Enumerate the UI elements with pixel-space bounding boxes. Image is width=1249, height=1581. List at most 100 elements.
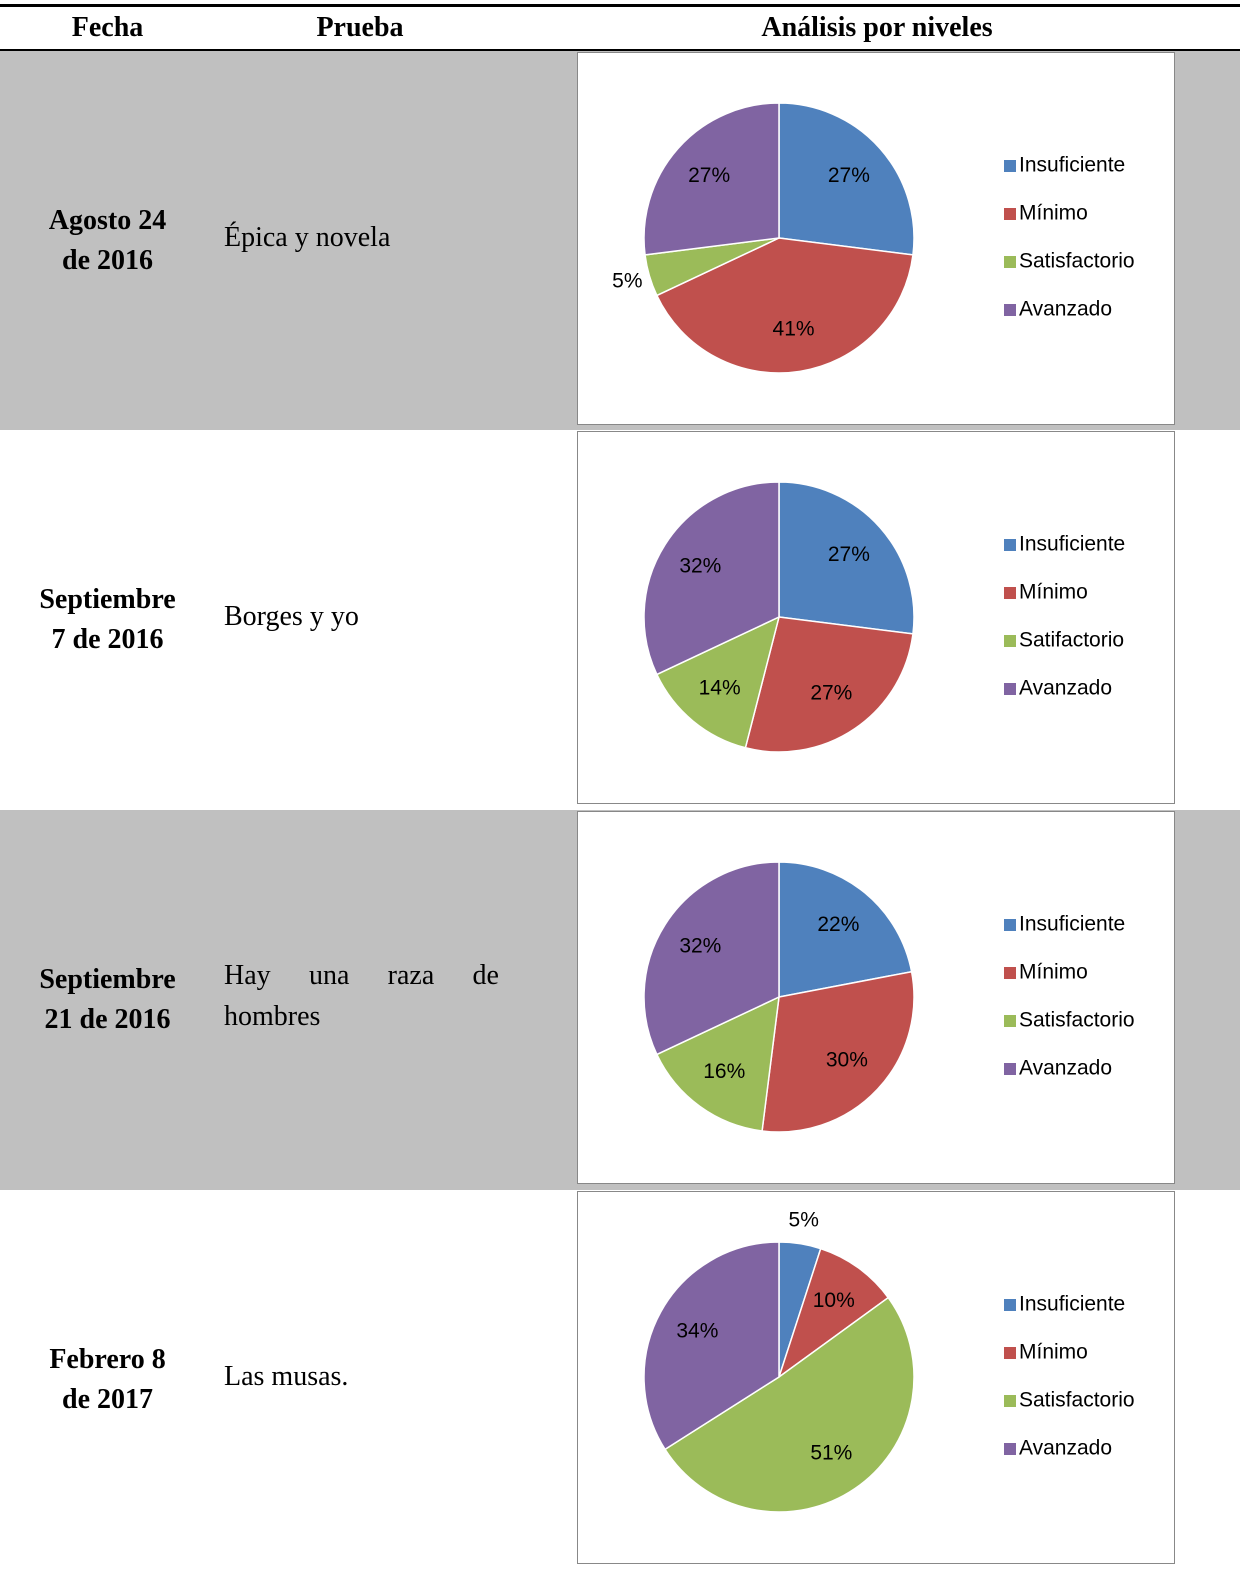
chart-box: 27% 41% 5% 27% Insuficiente Mínimo Satisfactor… xyxy=(577,52,1175,425)
prueba-text: Hay una raza de hombres xyxy=(224,960,499,1032)
legend-swatch xyxy=(1004,683,1016,695)
prueba-text: Borges y yo xyxy=(224,600,359,632)
legend-swatch xyxy=(1004,1015,1016,1027)
legend-label: Insuficiente xyxy=(1019,913,1125,936)
fecha-line: Agosto 24 xyxy=(48,205,167,236)
slice-label: 27% xyxy=(688,164,730,187)
pie-slice xyxy=(778,102,915,256)
fecha-cell: Febrero 8 de 2017 xyxy=(5,1190,210,1570)
legend-label: Insuficiente xyxy=(1019,154,1125,177)
legend-swatch xyxy=(1004,587,1016,599)
chart-box: 5% 10% 51% 34% Insuficiente Mínimo Satisfactor… xyxy=(577,1191,1175,1564)
pie-slice xyxy=(643,481,780,676)
legend-label: Insuficiente xyxy=(1019,1293,1125,1316)
legend-label: Mínimo xyxy=(1019,961,1088,984)
prueba-text: Épica y novela xyxy=(224,221,391,253)
legend-label: Mínimo xyxy=(1019,1341,1088,1364)
slice-label: 5% xyxy=(612,270,642,293)
slice-label: 27% xyxy=(810,682,852,705)
legend-label: Avanzado xyxy=(1019,1437,1112,1460)
slice-label: 27% xyxy=(828,164,870,187)
legend-label: Avanzado xyxy=(1019,677,1112,700)
legend-swatch xyxy=(1004,256,1016,268)
slice-label: 27% xyxy=(828,543,870,566)
header-rule xyxy=(0,49,1240,51)
legend-swatch xyxy=(1004,304,1016,316)
fecha-line: Septiembre xyxy=(39,964,176,995)
legend-label: Satifactorio xyxy=(1019,629,1124,652)
pie-chart: 27% 27% 14% 32% Insuficiente Mínimo Satifactor… xyxy=(643,481,1125,753)
prueba-text: Las musas. xyxy=(224,1360,349,1392)
table-row: Septiembre 7 de 2016 Borges y yo 27% 27% 14% 3… xyxy=(0,430,1240,810)
legend-swatch xyxy=(1004,160,1016,172)
pie-slice xyxy=(655,237,914,374)
pie-chart: 27% 41% 5% 27% Insuficiente Mínimo Satisfactor… xyxy=(612,102,1135,374)
table-row: Agosto 24 de 2016 Épica y novela 27% 41% 5% 27… xyxy=(0,51,1240,431)
pie-chart: 5% 10% 51% 34% Insuficiente Mínimo Satisfactor… xyxy=(643,1209,1135,1513)
pie-slice xyxy=(655,615,781,749)
pie-slice xyxy=(777,1247,890,1379)
header-prueba: Prueba xyxy=(316,12,404,43)
legend-swatch xyxy=(1004,919,1016,931)
prueba-cell: Épica y novela xyxy=(224,47,499,427)
fecha-cell: Septiembre 21 de 2016 xyxy=(5,810,210,1190)
slice-label: 10% xyxy=(813,1289,855,1312)
table-row: Septiembre 21 de 2016 Hay una raza de homb… xyxy=(0,810,1240,1190)
fecha-line: de 2017 xyxy=(62,1384,153,1415)
slice-label: 14% xyxy=(699,676,741,699)
slice-label: 5% xyxy=(789,1209,819,1232)
fecha-line: de 2016 xyxy=(62,245,153,276)
legend-swatch xyxy=(1004,1395,1016,1407)
fecha-cell: Agosto 24 de 2016 xyxy=(5,51,210,431)
fecha-cell: Septiembre 7 de 2016 xyxy=(5,430,210,810)
fecha-line: 21 de 2016 xyxy=(44,1004,171,1035)
pie-slice xyxy=(643,1241,780,1451)
fecha-line: Septiembre xyxy=(39,584,176,615)
legend-label: Avanzado xyxy=(1019,298,1112,321)
header-analisis: Análisis por niveles xyxy=(761,12,993,43)
legend-label: Satisfactorio xyxy=(1019,250,1135,273)
slice-label: 22% xyxy=(817,913,859,936)
legend-label: Mínimo xyxy=(1019,202,1088,225)
slice-label: 51% xyxy=(810,1442,852,1465)
pie-slice xyxy=(655,995,780,1132)
legend-swatch xyxy=(1004,539,1016,551)
top-rule xyxy=(0,4,1240,7)
legend-swatch xyxy=(1004,1443,1016,1455)
legend-label: Avanzado xyxy=(1019,1057,1112,1080)
chart-box: 22% 30% 16% 32% Insuficiente Mínimo Satisfacto… xyxy=(577,811,1175,1184)
pie-slice xyxy=(643,861,780,1056)
pie-slice xyxy=(778,481,915,635)
prueba-cell: Las musas. xyxy=(224,1186,499,1566)
pie-slice xyxy=(744,616,914,753)
pie-slice xyxy=(778,861,913,998)
pie-slice xyxy=(663,1296,915,1513)
pie-slice xyxy=(643,102,780,256)
legend-label: Satisfactorio xyxy=(1019,1009,1135,1032)
slice-label: 41% xyxy=(773,318,815,341)
prueba-cell: Hay una raza de hombres xyxy=(224,806,499,1186)
slice-label: 32% xyxy=(679,555,721,578)
table-row: Febrero 8 de 2017 Las musas. 5% 10% 51% 34% Ins… xyxy=(0,1190,1240,1570)
legend-label: Satisfactorio xyxy=(1019,1389,1135,1412)
prueba-cell: Borges y yo xyxy=(224,426,499,806)
chart-box: 27% 27% 14% 32% Insuficiente Mínimo Satifactor… xyxy=(577,431,1175,804)
legend-swatch xyxy=(1004,208,1016,220)
slice-label: 30% xyxy=(826,1048,868,1071)
fecha-line: Febrero 8 xyxy=(49,1344,166,1375)
legend-label: Insuficiente xyxy=(1019,533,1125,556)
legend-swatch xyxy=(1004,1347,1016,1359)
legend-label: Mínimo xyxy=(1019,581,1088,604)
slice-label: 16% xyxy=(703,1060,745,1083)
legend-swatch xyxy=(1004,635,1016,647)
legend-swatch xyxy=(1004,967,1016,979)
legend-swatch xyxy=(1004,1063,1016,1075)
legend-swatch xyxy=(1004,1299,1016,1311)
slice-label: 34% xyxy=(676,1320,718,1343)
pie-chart: 22% 30% 16% 32% Insuficiente Mínimo Satisfacto… xyxy=(643,861,1135,1133)
slice-label: 32% xyxy=(679,935,721,958)
fecha-line: 7 de 2016 xyxy=(51,624,164,655)
header-fecha: Fecha xyxy=(71,12,144,43)
pie-slice xyxy=(761,970,915,1133)
